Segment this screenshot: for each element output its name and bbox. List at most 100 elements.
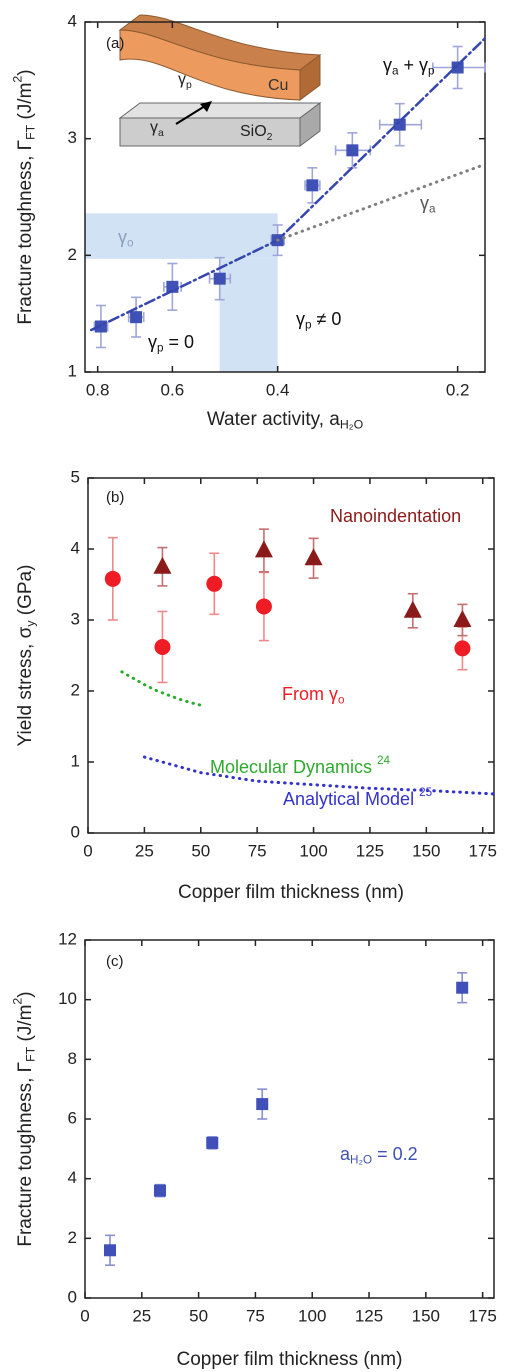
text-part: 2 — [11, 998, 25, 1005]
point — [304, 548, 323, 566]
point — [451, 61, 464, 74]
text-part: Molecular Dynamics — [210, 757, 377, 777]
text-part: Copper film thickness (nm) — [177, 1349, 403, 1370]
text-part: = 0 — [164, 332, 195, 352]
x-tick-label: 75 — [246, 1306, 265, 1325]
inset-label: γp — [178, 71, 192, 90]
y-tick-label: 4 — [68, 1168, 77, 1187]
y-tick-label: 2 — [71, 680, 80, 699]
y-tick-label: 6 — [68, 1108, 77, 1127]
text-part: (J/m — [15, 1005, 36, 1047]
y-axis-label: Yield stress, σy (GPa) — [15, 565, 38, 747]
text-part: Cu — [268, 77, 288, 94]
point — [453, 610, 472, 627]
inset-label: Cu — [268, 77, 288, 94]
text-part: Nanoindentation — [330, 506, 461, 526]
text-part: p — [186, 80, 192, 91]
x-tick-label: 50 — [191, 841, 210, 860]
point — [154, 638, 171, 655]
text-part: = 0.2 — [372, 1144, 418, 1164]
annotation: γp ≠ 0 — [296, 309, 341, 332]
point — [403, 600, 422, 618]
annotation: Analytical Model 25 — [283, 786, 433, 809]
text-part: (a) — [106, 35, 124, 52]
annotation: γa — [420, 193, 436, 216]
inset-label: γa — [150, 119, 164, 138]
x-tick-label: 150 — [412, 1306, 440, 1325]
annotation: γa + γp — [383, 55, 435, 78]
x-tick-label: 100 — [299, 841, 327, 860]
text-part: a — [429, 202, 436, 215]
arrow-head — [200, 101, 212, 112]
y-tick-label: 4 — [71, 538, 80, 557]
text-part: γ — [296, 309, 305, 329]
annotation: aH₂O = 0.2 — [340, 1144, 418, 1167]
point — [254, 540, 273, 558]
x-tick-label: 0.8 — [86, 380, 110, 399]
text-part: γ — [383, 55, 392, 75]
x-tick-label: 0 — [83, 841, 92, 860]
text-part: FT — [24, 1046, 38, 1062]
text-part: FT — [24, 124, 38, 140]
shaded-region — [219, 258, 278, 372]
text-part: H₂O — [340, 418, 364, 432]
substrate-top — [118, 102, 322, 119]
point — [456, 981, 469, 994]
text-part: γ — [178, 71, 186, 88]
text-part: a — [158, 128, 164, 139]
x-tick-label: 25 — [132, 1306, 151, 1325]
y-tick-label: 0 — [68, 1287, 77, 1306]
text-part: Copper film thickness (nm) — [178, 882, 404, 903]
x-tick-label: 25 — [135, 841, 154, 860]
annotation: (b) — [106, 489, 124, 506]
y-tick-label: 3 — [71, 609, 80, 628]
point — [153, 556, 172, 574]
x-tick-label: 100 — [298, 1306, 326, 1325]
plot-frame — [87, 477, 495, 834]
y-tick-label: 2 — [68, 1228, 77, 1247]
point — [454, 640, 471, 657]
fit-line — [120, 670, 203, 707]
text-part: ) — [15, 991, 36, 997]
x-tick-label: 125 — [355, 1306, 383, 1325]
point — [130, 311, 143, 324]
x-tick-label: 75 — [248, 841, 267, 860]
plot-frame — [84, 21, 486, 373]
text-part: o — [338, 693, 345, 706]
annotation: (c) — [106, 953, 124, 970]
plot-frame — [84, 939, 495, 1299]
point — [256, 1098, 269, 1111]
text-part: γ — [150, 119, 158, 136]
text-part: Fracture toughness, Γ — [15, 140, 36, 325]
x-tick-label: 50 — [189, 1306, 208, 1325]
text-part: + γ — [399, 55, 429, 75]
text-part: From γ — [282, 684, 338, 704]
y-tick-label: 1 — [68, 361, 77, 380]
annotation: (a) — [106, 35, 124, 52]
y-axis-label: Fracture toughness, ΓFT (J/m2) — [11, 991, 38, 1246]
substrate-front — [119, 117, 301, 147]
y-tick-label: 3 — [68, 128, 77, 147]
y-tick-label: 0 — [71, 822, 80, 841]
text-part: 2 — [267, 132, 273, 143]
film-side — [299, 54, 321, 101]
text-part: 25 — [419, 786, 433, 799]
text-part: o — [127, 236, 134, 249]
text-part: y — [24, 620, 38, 627]
x-axis-label: Copper film thickness (nm) — [178, 882, 404, 903]
y-tick-label: 4 — [68, 11, 77, 30]
point — [153, 1184, 166, 1197]
text-part: H₂O — [350, 1153, 372, 1166]
annotation: γp = 0 — [148, 332, 194, 355]
point — [213, 272, 226, 285]
point — [306, 179, 319, 192]
point — [103, 1244, 116, 1257]
text-part: Fracture toughness, Γ — [15, 1062, 36, 1247]
y-tick-label: 8 — [68, 1049, 77, 1068]
x-tick-label: 0.4 — [266, 380, 290, 399]
text-part: γ — [148, 332, 157, 352]
x-tick-label: 175 — [469, 841, 497, 860]
text-part: (GPa) — [15, 565, 36, 621]
text-part: γ — [420, 193, 429, 213]
